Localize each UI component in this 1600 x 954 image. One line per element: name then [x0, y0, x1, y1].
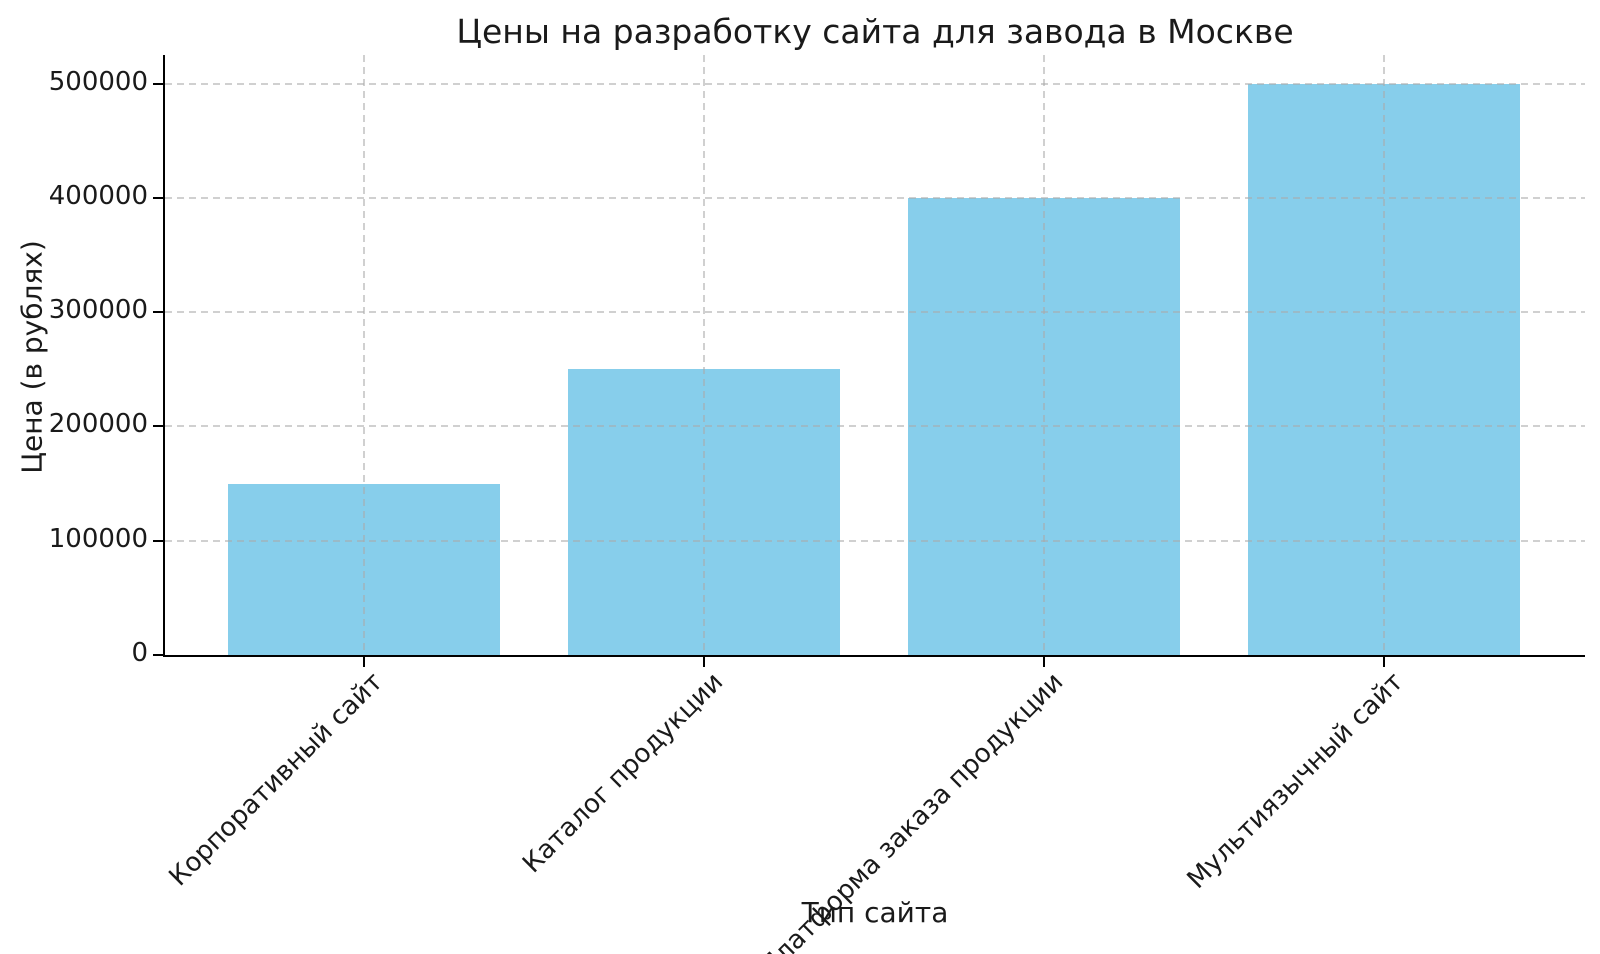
gridline-horizontal-4 [165, 197, 1585, 199]
y-tick-2 [153, 425, 163, 427]
gridline-horizontal-2 [165, 425, 1585, 427]
x-tick-label-1: Каталог продукции [517, 667, 730, 880]
y-axis-spine [163, 55, 165, 655]
x-tick-3 [1383, 657, 1385, 667]
y-tick-label-0: 0 [131, 638, 148, 668]
gridline-horizontal-5 [165, 83, 1585, 85]
chart-title: Цены на разработку сайта для завода в Мо… [456, 12, 1294, 51]
y-tick-label-5: 500000 [48, 67, 148, 97]
gridline-vertical-3 [1383, 55, 1385, 655]
ticks-layer [153, 55, 1585, 667]
gridline-vertical-0 [363, 55, 365, 655]
y-tick-1 [153, 540, 163, 542]
y-tick-label-4: 400000 [48, 181, 148, 211]
x-tick-label-0: Корпоративный сайт [163, 667, 390, 893]
y-tick-5 [153, 83, 163, 85]
gridline-vertical-1 [703, 55, 705, 655]
gridline-horizontal-3 [165, 311, 1585, 313]
y-tick-4 [153, 197, 163, 199]
grid-layer [165, 55, 1585, 655]
gridline-horizontal-1 [165, 540, 1585, 542]
gridline-vertical-2 [1043, 55, 1045, 655]
plot-area [153, 55, 1585, 667]
y-axis-label: Цена (в рублях) [15, 240, 49, 474]
y-tick-label-3: 300000 [48, 295, 148, 325]
x-axis-spine [163, 655, 1585, 657]
x-tick-2 [1043, 657, 1045, 667]
x-tick-label-3: Мультиязычный сайт [1181, 667, 1410, 895]
x-tick-1 [703, 657, 705, 667]
y-tick-label-1: 100000 [48, 524, 148, 554]
y-tick-3 [153, 311, 163, 313]
x-axis-label: Тип сайта [801, 896, 949, 929]
y-tick-0 [153, 654, 163, 656]
x-tick-0 [363, 657, 365, 667]
y-tick-label-2: 200000 [48, 409, 148, 439]
